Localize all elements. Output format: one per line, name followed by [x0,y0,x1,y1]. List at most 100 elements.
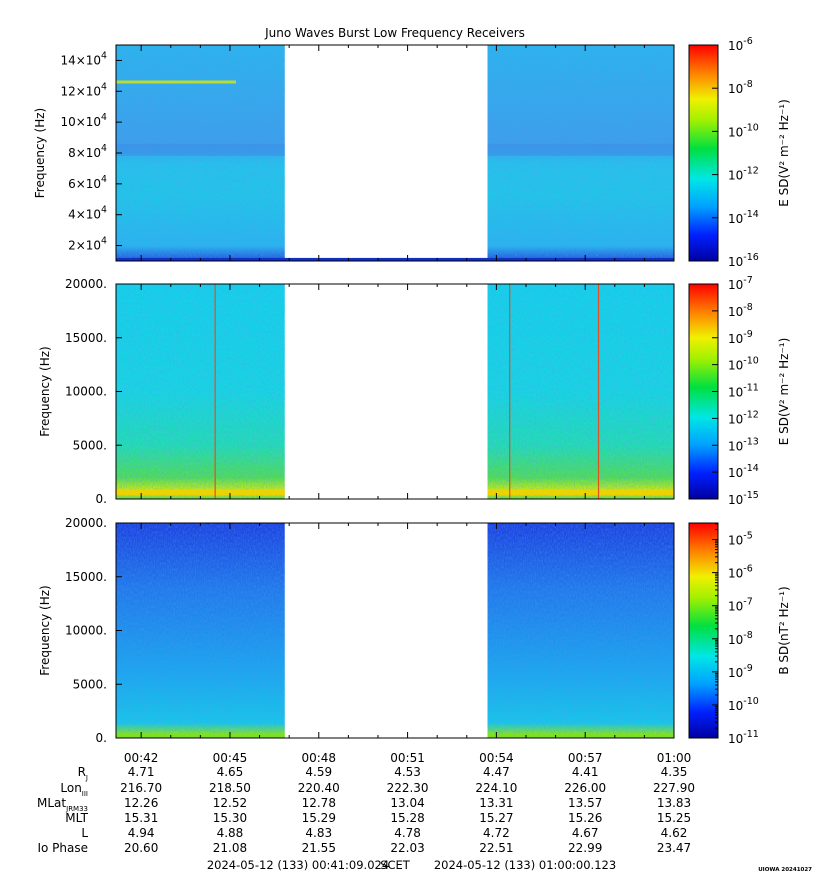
ephemeris-row-label: MLT [65,811,88,825]
y-tick-label: 5000. [73,677,107,691]
y-axis-label: Frequency (Hz) [38,585,52,676]
ephemeris-value: 226.00 [564,781,606,795]
ephemeris-value: 4.67 [572,826,599,840]
colorbar-tick-label: 10-13 [728,436,759,453]
chart-title: Juno Waves Burst Low Frequency Receivers [264,26,525,40]
ephemeris-value: 15.31 [124,811,158,825]
spectrogram-panel-2: 0. 5000. 10000. 15000. 20000. Frequency (Hz) 1… [38,275,791,507]
colorbar-tick-label: 10-11 [728,383,759,400]
ephemeris-value: 4.53 [394,765,421,779]
y-tick-label: 10000. [65,385,107,399]
ephemeris-value: 4.41 [572,765,599,779]
y-tick-label: 10×104 [60,112,107,129]
ephemeris-value: 15.27 [479,811,513,825]
colorbar-tick-label: 10-10 [728,356,759,373]
ephemeris-value: 4.62 [661,826,688,840]
y-tick-label: 8×104 [68,143,107,160]
colorbar-tick-label: 10-8 [728,302,753,319]
y-tick-label: 4×104 [68,205,107,222]
ephemeris-value: 4.47 [483,765,510,779]
ephemeris-row-label: L [81,826,88,840]
y-tick-label: 10000. [65,624,107,638]
y-tick-label: 15000. [65,570,107,584]
colorbar-tick-label: 10-15 [728,490,759,507]
ephemeris-value: 22.51 [479,841,513,855]
ephemeris-value: 23.47 [657,841,691,855]
ephemeris-value: 224.10 [475,781,517,795]
colorbar-tick-label: 10-5 [728,531,753,548]
colorbar-tick-label: 10-14 [728,209,759,226]
ephemeris-value: 12.52 [213,796,247,810]
colorbar-tick-label: 10-11 [728,729,759,746]
x-tick-label: 00:42 [124,751,159,765]
colorbar-tick-label: 10-12 [728,166,759,183]
x-tick-label: 00:48 [301,751,336,765]
y-tick-label: 20000. [65,277,107,291]
colorbar-tick-label: 10-8 [728,630,753,647]
ephemeris-value: 216.70 [120,781,162,795]
y-tick-label: 0. [96,492,107,506]
footer-end-time: 2024-05-12 (133) 01:00:00.123 [434,858,616,872]
y-tick-label: 12×104 [60,81,107,98]
x-tick-label: 00:54 [479,751,514,765]
footer-start-time: 2024-05-12 (133) 00:41:09.024 [207,858,389,872]
ephemeris-value: 22.03 [390,841,424,855]
colorbar [688,44,719,262]
ephemeris-value: 12.78 [302,796,336,810]
ephemeris-value: 22.99 [568,841,602,855]
ephemeris-value: 21.08 [213,841,247,855]
low-frequency-emission [487,489,674,496]
x-tick-label: 01:00 [657,751,692,765]
y-tick-label: 20000. [65,516,107,530]
ephemeris-row-label: Io Phase [37,841,88,855]
x-tick-label: 00:51 [390,751,425,765]
colorbar-tick-label: 10-7 [728,597,753,614]
ephemeris-value: 222.30 [387,781,429,795]
low-frequency-emission [116,489,285,496]
colorbar-label: E SD(V² m⁻² Hz⁻¹) [777,99,791,207]
ephemeris-value: 4.65 [217,765,244,779]
x-tick-label: 00:45 [213,751,248,765]
ephemeris-value: 4.83 [305,826,332,840]
ephemeris-value: 4.72 [483,826,510,840]
colorbar-tick-label: 10-9 [728,329,753,346]
ephemeris-value: 12.26 [124,796,158,810]
ephemeris-value: 4.35 [661,765,688,779]
ephemeris-row-label: RJ [78,765,88,782]
colorbar-tick-label: 10-7 [728,275,753,292]
colorbar-tick-label: 10-10 [728,696,759,713]
footer-scet-label: SCET [380,858,411,872]
y-tick-label: 14×104 [60,50,107,67]
colorbar-tick-label: 10-12 [728,409,759,426]
ephemeris-value: 15.28 [390,811,424,825]
ephemeris-value: 4.71 [128,765,155,779]
colorbar-tick-label: 10-10 [728,122,759,139]
y-tick-label: 5000. [73,438,107,452]
y-tick-label: 15000. [65,331,107,345]
ephemeris-value: 4.88 [217,826,244,840]
spectrogram-panel-1: 2×104 4×104 6×104 8×104 10×104 12×104 14×104 Fr… [33,36,791,269]
ephemeris-value: 218.50 [209,781,251,795]
y-tick-label: 6×104 [68,174,107,191]
footer-credit: UIOWA 20241027 [758,867,812,873]
ephemeris-value: 227.90 [653,781,695,795]
y-axis-label: Frequency (Hz) [38,346,52,437]
y-axis-label: Frequency (Hz) [33,108,47,199]
colorbar-tick-label: 10-9 [728,663,753,680]
ephemeris-value: 13.57 [568,796,602,810]
x-tick-label: 00:57 [568,751,603,765]
colorbar-tick-label: 10-6 [728,36,753,53]
ephemeris-value: 20.60 [124,841,158,855]
ephemeris-value: 15.29 [302,811,336,825]
ephemeris-value: 4.78 [394,826,421,840]
ephemeris-row-label: LonIII [60,781,88,798]
ephemeris-value: 15.30 [213,811,247,825]
emission-band [116,80,236,84]
colorbar [688,522,719,739]
ephemeris-value: 15.25 [657,811,691,825]
ephemeris-value: 4.59 [305,765,332,779]
ephemeris-value: 4.94 [128,826,155,840]
ephemeris-value: 13.83 [657,796,691,810]
colorbar-tick-label: 10-8 [728,79,753,96]
